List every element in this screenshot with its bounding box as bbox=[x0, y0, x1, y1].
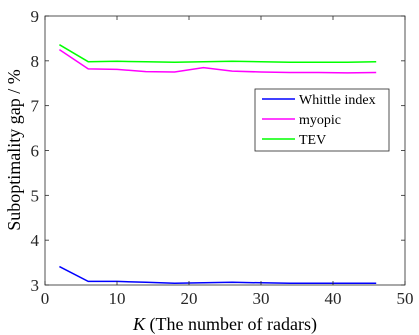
y-tick-label: 6 bbox=[31, 142, 40, 161]
y-tick-label: 8 bbox=[31, 52, 40, 71]
series-line-myopic bbox=[58, 48, 377, 74]
series-line-tev bbox=[59, 44, 377, 63]
tick-labels: 0 10 20 30 40 50 3 4 5 6 7 8 9 bbox=[31, 7, 414, 308]
y-tick-label: 3 bbox=[31, 276, 40, 295]
legend-label: Whittle index bbox=[299, 93, 376, 108]
x-tick-label: 0 bbox=[41, 289, 50, 308]
x-tick-label: 10 bbox=[109, 289, 126, 308]
axis-ticks bbox=[44, 15, 406, 286]
x-tick-label: 50 bbox=[397, 289, 414, 308]
series-lines bbox=[58, 44, 377, 284]
x-tick-label: 20 bbox=[181, 289, 198, 308]
series-line-whittle-index bbox=[59, 265, 377, 284]
y-tick-label: 7 bbox=[31, 97, 40, 116]
y-tick-label: 5 bbox=[31, 186, 40, 205]
legend: Whittle index myopic TEV bbox=[254, 88, 390, 152]
x-tick-label: 40 bbox=[325, 289, 342, 308]
x-tick-label: 30 bbox=[253, 289, 270, 308]
legend-label: TEV bbox=[299, 133, 326, 148]
y-axis-label: Suboptimality gap / % bbox=[4, 69, 24, 231]
x-axis-label: K (The number of radars) bbox=[132, 314, 317, 335]
x-axis-variable: K bbox=[132, 314, 146, 334]
x-axis-label-text: (The number of radars) bbox=[150, 314, 317, 335]
y-tick-label: 9 bbox=[31, 7, 40, 26]
legend-label: myopic bbox=[299, 113, 341, 128]
y-tick-label: 4 bbox=[31, 231, 40, 250]
